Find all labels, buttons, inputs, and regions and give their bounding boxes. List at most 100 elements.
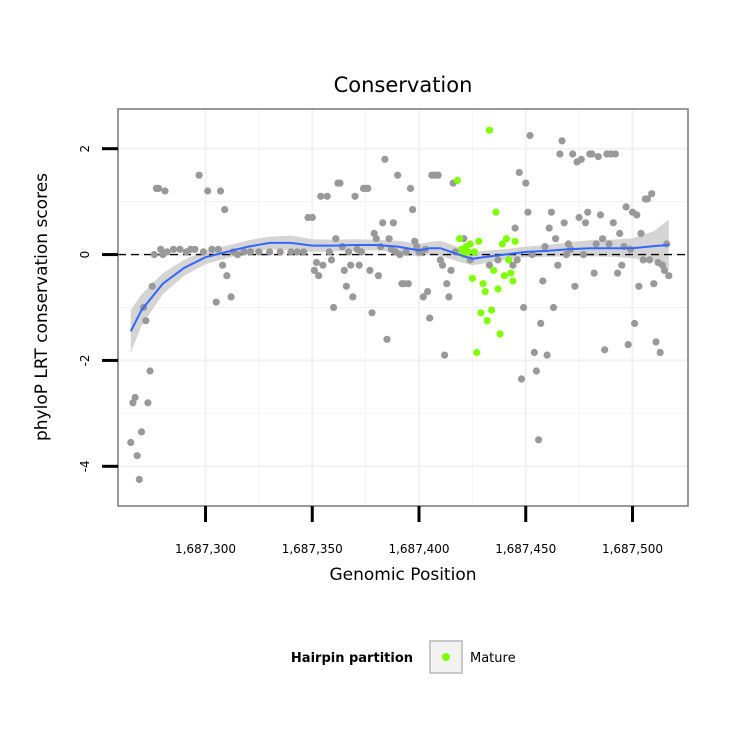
legend-label-mature: Mature [470, 651, 516, 666]
x-axis: 1,687,300 1,687,350 1,687,400 1,687,450 1,68… [175, 506, 663, 556]
data-point-mature [511, 237, 519, 245]
smooth-line [129, 241, 669, 332]
data-point [366, 266, 374, 274]
data-point [325, 248, 333, 256]
data-point [590, 269, 598, 277]
data-point [560, 219, 568, 227]
y-axis: -4 -2 0 2 [78, 145, 118, 472]
data-point [624, 341, 632, 349]
x-tick-label: 1,687,400 [388, 542, 449, 556]
data-point [618, 261, 626, 269]
data-point-mature [473, 348, 481, 357]
data-point [214, 245, 222, 253]
data-point-mature [470, 248, 479, 256]
data-point [434, 171, 442, 179]
data-point [374, 272, 382, 280]
data-point [532, 367, 541, 375]
data-point [665, 272, 673, 280]
data-point [609, 219, 617, 227]
data-point [345, 248, 353, 256]
y-axis-title: phyloP LRT conservation scores [32, 173, 52, 441]
data-point [528, 251, 536, 259]
data-point [526, 131, 534, 140]
plot-border [117, 108, 689, 507]
data-point [520, 303, 528, 312]
data-point [212, 298, 220, 306]
data-point [293, 248, 301, 256]
data-point [377, 243, 385, 251]
data-point [515, 168, 523, 177]
data-point [351, 192, 359, 200]
y-tick-label: 0 [78, 251, 92, 259]
data-point [195, 171, 203, 179]
data-point [616, 229, 624, 237]
data-point [255, 248, 263, 256]
data-point-mature [500, 272, 508, 280]
data-point [142, 317, 150, 325]
data-point [127, 438, 135, 447]
data-point [396, 251, 404, 259]
data-point [635, 282, 643, 290]
data-point [372, 235, 380, 243]
data-point [227, 293, 235, 301]
data-point [315, 272, 323, 280]
data-point [577, 155, 585, 163]
data-point [364, 184, 372, 192]
data-point [338, 243, 346, 251]
data-point-mature [502, 235, 511, 243]
data-point [330, 303, 338, 312]
data-point [240, 248, 248, 256]
data-point [355, 261, 363, 269]
y-tick-label: 2 [78, 145, 92, 153]
data-point-mature [466, 240, 474, 248]
data-point [549, 303, 558, 312]
data-point [485, 261, 494, 269]
data-point [646, 256, 654, 264]
y-tick-label: -2 [78, 354, 92, 366]
data-point-mature [453, 176, 461, 185]
data-point [144, 399, 152, 407]
data-point [545, 224, 553, 232]
data-point [340, 266, 348, 274]
data-point [219, 261, 227, 269]
data-point-mature [494, 285, 502, 293]
points-layer [127, 126, 673, 484]
data-point [626, 245, 635, 253]
data-point [554, 261, 562, 269]
data-point [327, 256, 336, 264]
data-point [652, 338, 660, 346]
data-point [517, 375, 526, 383]
data-point [161, 187, 169, 195]
data-point [146, 367, 154, 375]
data-point-mature [483, 317, 491, 325]
data-point [409, 206, 417, 214]
data-point [547, 208, 556, 216]
data-point [155, 184, 163, 192]
y-tick-label: -4 [78, 460, 92, 472]
data-point [347, 261, 355, 269]
data-point [438, 261, 447, 269]
data-point [513, 256, 521, 264]
data-point [579, 251, 588, 259]
x-tick-label: 1,687,500 [602, 542, 663, 556]
data-point [571, 282, 579, 290]
data-point [552, 235, 560, 243]
data-point [131, 393, 139, 402]
data-point [524, 208, 532, 216]
data-point [426, 314, 434, 322]
data-point [424, 288, 432, 296]
data-point [310, 266, 318, 274]
data-point [133, 452, 141, 460]
data-point [406, 184, 415, 192]
data-point-mature [477, 309, 485, 317]
data-point [385, 235, 393, 243]
data-point [199, 248, 207, 256]
data-point [599, 235, 607, 243]
data-point [349, 293, 357, 301]
data-point-mature [456, 235, 464, 243]
data-point-mature [498, 240, 506, 248]
data-point [541, 243, 549, 251]
x-tick-label: 1,687,300 [175, 542, 236, 556]
data-point [588, 150, 596, 158]
